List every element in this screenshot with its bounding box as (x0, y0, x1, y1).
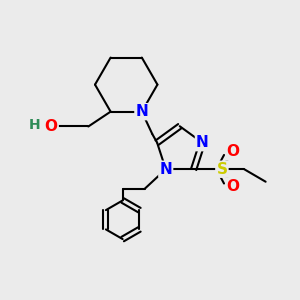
Text: N: N (196, 135, 209, 150)
Text: H: H (29, 118, 40, 132)
Text: N: N (159, 162, 172, 177)
Text: S: S (216, 162, 227, 177)
Text: O: O (45, 119, 58, 134)
Text: N: N (136, 104, 148, 119)
Text: O: O (226, 145, 239, 160)
Text: O: O (226, 179, 239, 194)
